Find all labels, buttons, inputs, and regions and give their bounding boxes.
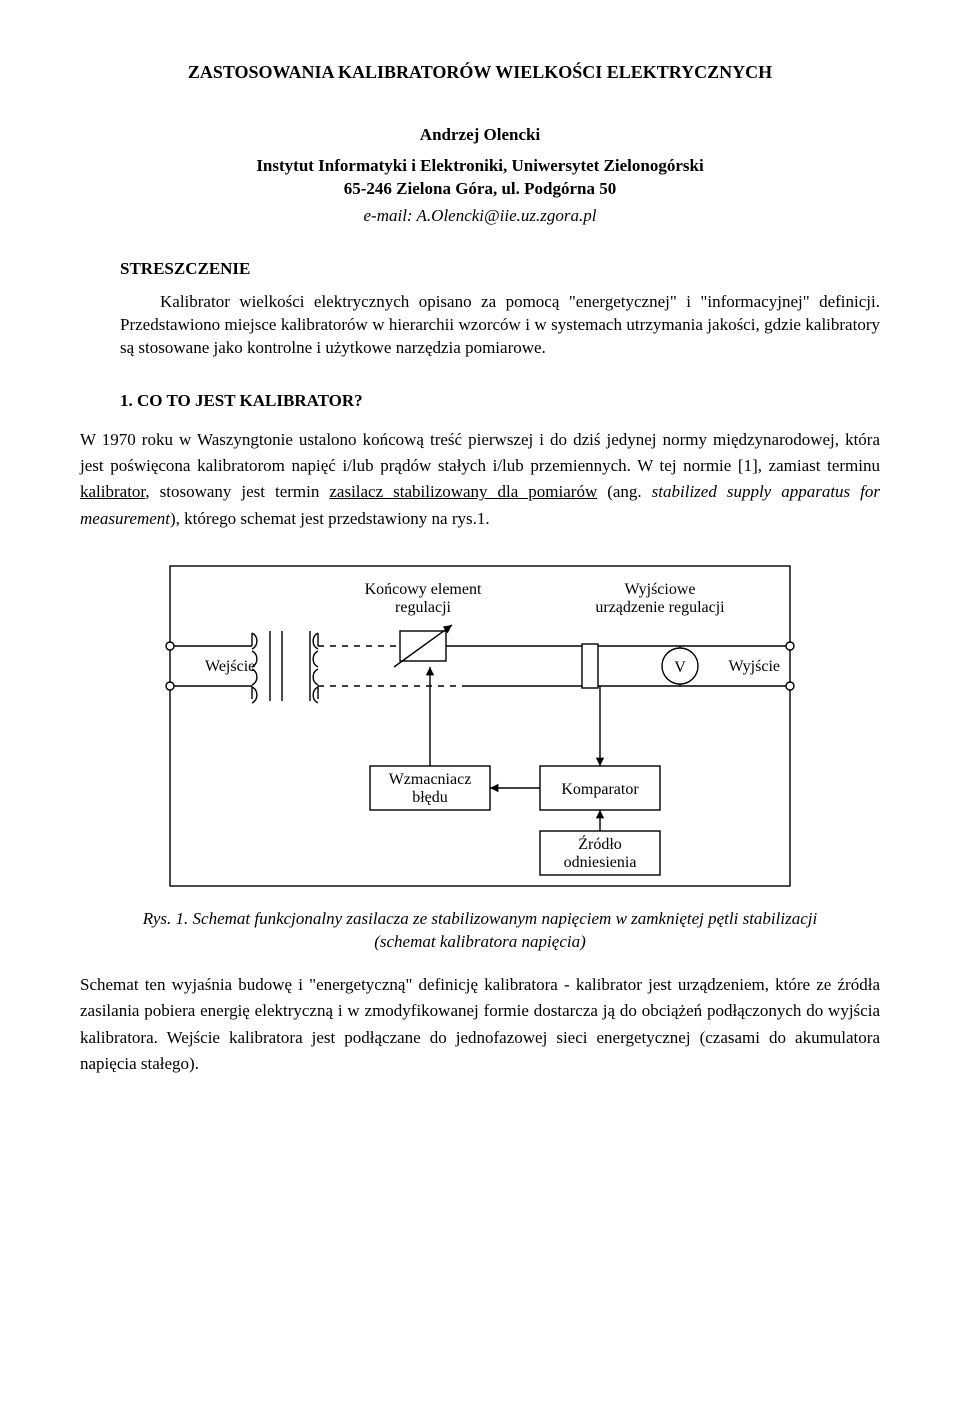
affiliation-line-1: Instytut Informatyki i Elektroniki, Uniw… [80, 155, 880, 178]
svg-text:Wyjściowe: Wyjściowe [624, 581, 695, 598]
caption-line-1: Schemat funkcjonalny zasilacza ze stabil… [193, 909, 818, 928]
page-title: ZASTOSOWANIA KALIBRATORÓW WIELKOŚCI ELEK… [80, 60, 880, 84]
svg-text:Wyjście: Wyjście [729, 658, 780, 675]
caption-prefix: Rys. 1. [143, 909, 193, 928]
para1-text-a: W 1970 roku w Waszyngtonie ustalono końc… [80, 430, 880, 475]
abstract-text: Kalibrator wielkości elektrycznych opisa… [120, 291, 880, 360]
caption-line-2: (schemat kalibratora napięcia) [374, 932, 586, 951]
abstract-body: Kalibrator wielkości elektrycznych opisa… [120, 291, 880, 360]
para2-text: Schemat ten wyjaśnia budowę i "energetyc… [80, 972, 880, 1077]
svg-text:Wzmacniacz: Wzmacniacz [389, 771, 472, 788]
paragraph-2: Schemat ten wyjaśnia budowę i "energetyc… [80, 972, 880, 1077]
figure-1-caption: Rys. 1. Schemat funkcjonalny zasilacza z… [80, 908, 880, 954]
svg-text:Komparator: Komparator [561, 781, 639, 798]
svg-text:Końcowy element: Końcowy element [365, 581, 482, 598]
para1-underline-2: zasilacz stabilizowany dla pomiarów [329, 482, 597, 501]
block-diagram-svg: Końcowy elementregulacji Wyjścioweurządze… [120, 556, 840, 896]
author-name: Andrzej Olencki [80, 124, 880, 147]
svg-text:Źródło: Źródło [578, 834, 622, 853]
figure-1-diagram: Końcowy elementregulacji Wyjścioweurządze… [80, 556, 880, 896]
affiliation-line-2: 65-246 Zielona Góra, ul. Podgórna 50 [80, 178, 880, 201]
para1-underline-1: kalibrator [80, 482, 145, 501]
author-email: e-mail: A.Olencki@iie.uz.zgora.pl [80, 205, 880, 228]
abstract-heading: STRESZCZENIE [120, 258, 880, 281]
para1-text-d: ), którego schemat jest przedstawiony na… [170, 509, 490, 528]
svg-text:błędu: błędu [412, 789, 448, 806]
para1-text-c: (ang. [597, 482, 651, 501]
paragraph-1: W 1970 roku w Waszyngtonie ustalono końc… [80, 427, 880, 532]
svg-text:urządzenie regulacji: urządzenie regulacji [595, 599, 725, 616]
section-1-heading: 1. CO TO JEST KALIBRATOR? [120, 390, 880, 413]
para1-text-b: , stosowany jest termin [145, 482, 329, 501]
svg-text:regulacji: regulacji [395, 599, 452, 616]
svg-text:V: V [674, 659, 686, 676]
svg-text:odniesienia: odniesienia [564, 854, 637, 871]
svg-text:Wejście: Wejście [205, 658, 255, 675]
